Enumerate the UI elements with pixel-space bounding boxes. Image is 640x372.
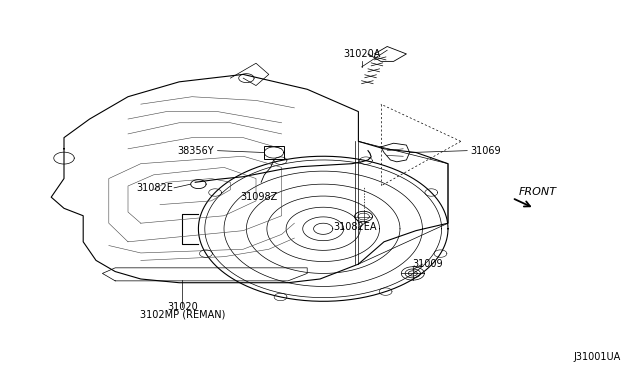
Text: 3102MP (REMAN): 3102MP (REMAN)	[140, 310, 225, 319]
Bar	[264, 146, 284, 159]
Text: 31009: 31009	[413, 259, 444, 269]
Text: 38356Y: 38356Y	[178, 146, 214, 155]
Text: J31001UA: J31001UA	[573, 352, 621, 362]
Text: FRONT: FRONT	[518, 187, 556, 196]
Text: 31082E: 31082E	[136, 183, 173, 193]
Text: 31020A: 31020A	[343, 49, 380, 59]
Text: 31069: 31069	[470, 146, 501, 155]
Text: 31020: 31020	[167, 302, 198, 312]
Text: 31098Z: 31098Z	[240, 192, 277, 202]
Text: 31082EA: 31082EA	[333, 222, 377, 232]
